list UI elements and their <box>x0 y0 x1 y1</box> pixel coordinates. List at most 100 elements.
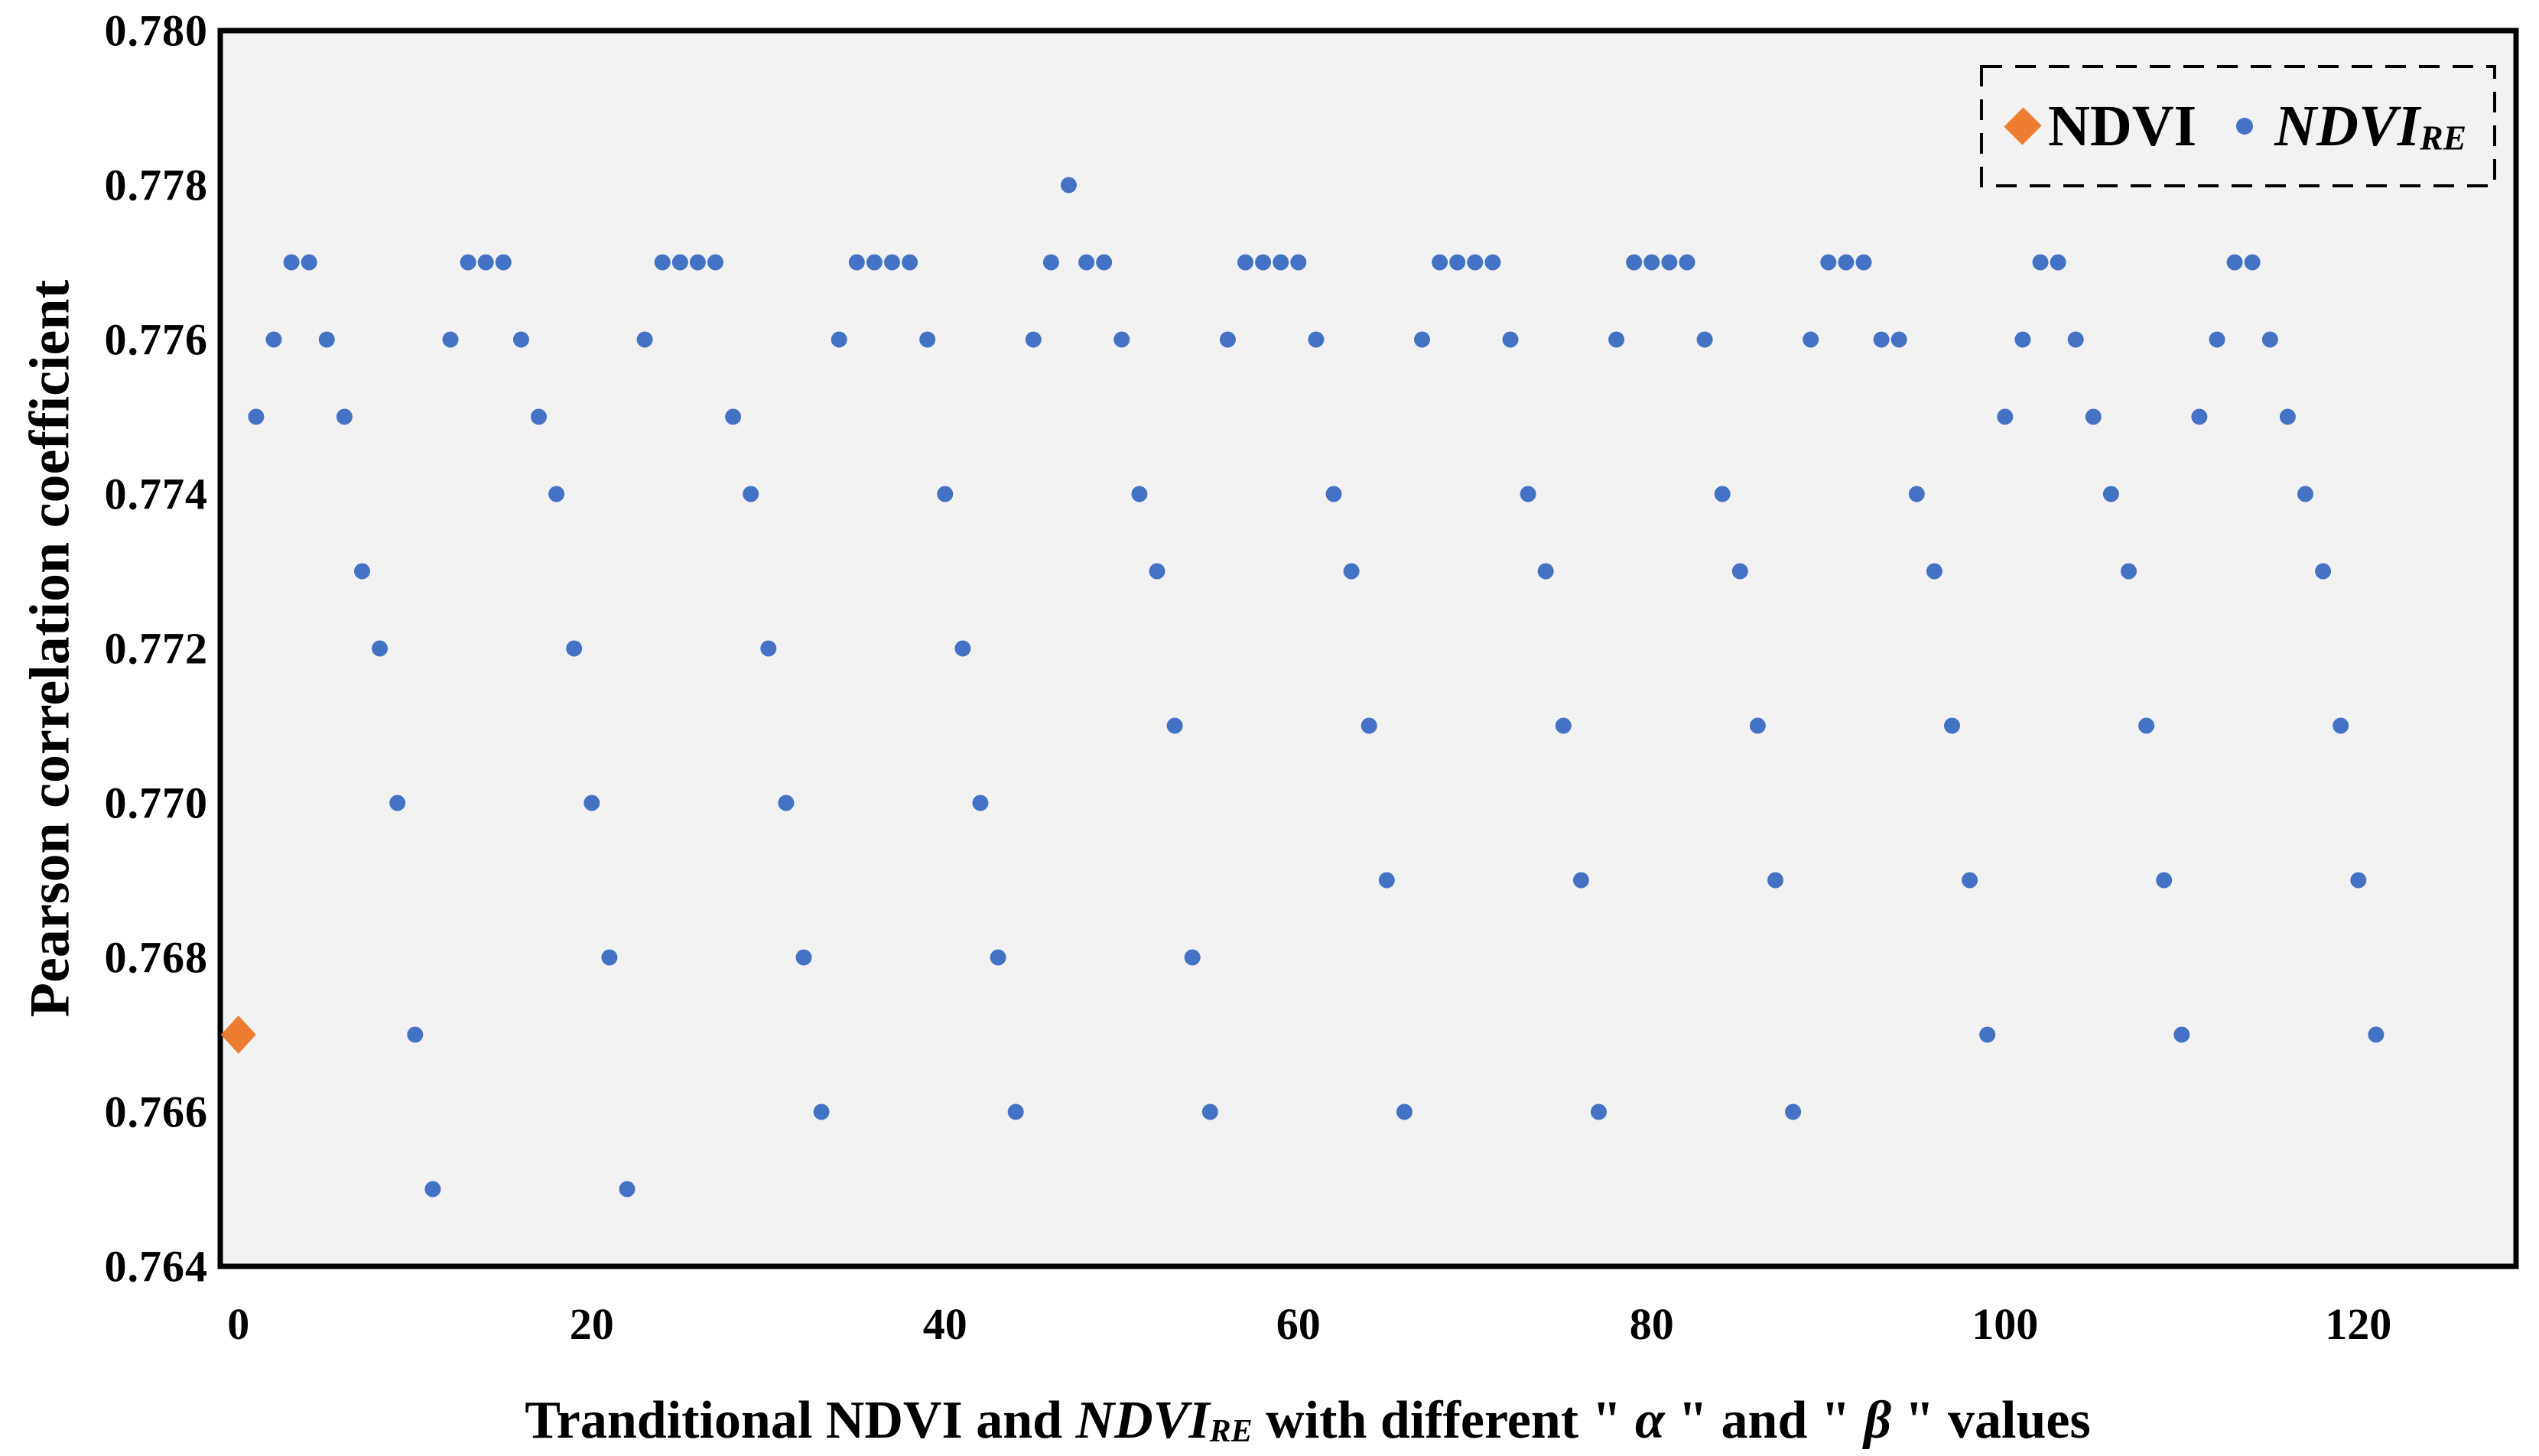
data-point-ndvire <box>1361 717 1377 734</box>
data-point-ndvire <box>2050 254 2066 271</box>
data-point-ndvire <box>1042 254 1059 271</box>
data-point-ndvire <box>1661 254 1678 271</box>
data-point-ndvire <box>1838 254 1855 271</box>
data-point-ndvire <box>566 640 583 657</box>
data-point-ndvire <box>318 331 335 348</box>
y-tick-label: 0.778 <box>104 160 208 210</box>
data-point-ndvire <box>1997 408 2014 425</box>
data-point-ndvire <box>1608 331 1625 348</box>
x-title-segment-beta: β <box>1864 1391 1892 1450</box>
legend-border <box>1980 65 2496 187</box>
data-point-ndvire <box>1979 1026 1996 1043</box>
data-point-ndvire <box>2315 563 2332 580</box>
data-point-ndvire <box>2138 717 2155 734</box>
data-point-ndvire <box>1696 331 1713 348</box>
x-title-segment: with different " <box>1252 1391 1635 1450</box>
legend-ndvi-diamond-icon <box>2004 107 2042 145</box>
x-title-segment-re-subscript: RE <box>1209 1414 1253 1450</box>
data-point-ndvire <box>954 640 971 657</box>
data-point-ndvire <box>1025 331 1042 348</box>
data-point-ndvire <box>1467 254 1484 271</box>
data-point-ndvire <box>372 640 388 657</box>
x-title-segment-ndvi: NDVI <box>1075 1391 1210 1450</box>
data-point-ndvire <box>937 486 954 502</box>
data-point-ndvire <box>1484 254 1501 271</box>
data-point-ndvire <box>743 486 759 502</box>
data-point-ndvire <box>2102 486 2119 502</box>
data-point-ndvire <box>619 1181 636 1198</box>
data-point-ndvire <box>1166 717 1183 734</box>
data-point-ndvire <box>301 254 317 271</box>
data-point-ndvire <box>1873 331 1890 348</box>
data-point-ndvire <box>1908 486 1925 502</box>
data-point-ndvire <box>1537 563 1554 580</box>
data-point-ndvire <box>548 486 565 502</box>
data-point-ndvire <box>1767 872 1783 889</box>
data-point-ndvire <box>2244 254 2261 271</box>
x-tick-label: 0 <box>227 1299 250 1349</box>
y-tick-label: 0.770 <box>104 778 208 828</box>
data-point-ndvire <box>671 254 688 271</box>
data-point-ndvire <box>407 1026 424 1043</box>
data-point-ndvire <box>1149 563 1165 580</box>
data-point-ndvire <box>2191 408 2208 425</box>
x-tick-label: 20 <box>569 1299 614 1349</box>
y-tick-label: 0.772 <box>104 623 208 674</box>
data-point-ndvire <box>336 408 353 425</box>
data-point-ndvire <box>1255 254 1272 271</box>
y-tick-label: 0.768 <box>104 932 208 983</box>
legend-label-ndvire-subscript: RE <box>2420 117 2467 157</box>
x-tick-label: 120 <box>2325 1299 2392 1349</box>
data-point-ndvire <box>2350 872 2367 889</box>
data-point-ndvire <box>1432 254 1448 271</box>
data-point-ndvire <box>2368 1026 2385 1043</box>
data-point-ndvire <box>1785 1103 1802 1120</box>
x-tick-label: 60 <box>1276 1299 1321 1349</box>
data-point-ndvire <box>1555 717 1572 734</box>
data-point-ndvire <box>813 1103 830 1120</box>
data-point-ndvire <box>1731 563 1748 580</box>
x-title-segment: " values <box>1891 1391 2091 1450</box>
x-axis-title: Tranditional NDVI and NDVIRE with differ… <box>525 1390 2090 1451</box>
data-point-ndvire <box>1749 717 1766 734</box>
data-point-ndvire <box>265 331 282 348</box>
data-point-ndvire <box>389 795 406 811</box>
data-point-ndvire <box>248 408 265 425</box>
x-tick-label: 100 <box>1972 1299 2039 1349</box>
y-tick-label: 0.776 <box>104 314 208 365</box>
data-point-ndvire <box>1890 331 1907 348</box>
legend-label-ndvire-main: NDVI <box>2274 93 2420 158</box>
data-point-ndvire <box>1926 563 1942 580</box>
data-point-ndvire <box>2279 408 2296 425</box>
x-title-segment: Tranditional NDVI and <box>525 1391 1076 1450</box>
data-point-ndvire <box>1061 177 1077 193</box>
x-title-segment-alpha: α <box>1634 1391 1665 1450</box>
legend: NDVI NDVIRE <box>1981 67 2495 186</box>
data-point-ndvire <box>2173 1026 2190 1043</box>
data-point-ndvire <box>1237 254 1253 271</box>
data-point-ndvire <box>636 331 653 348</box>
data-point-ndvire <box>848 254 865 271</box>
y-tick-label: 0.764 <box>104 1241 208 1292</box>
data-point-ndvire <box>1643 254 1660 271</box>
data-point-ndvire <box>1131 486 1148 502</box>
data-point-ndvire <box>1201 1103 1218 1120</box>
data-point-ndvire <box>1591 1103 1607 1120</box>
data-point-ndvire <box>1944 717 1960 734</box>
data-point-ndvire <box>1803 331 1819 348</box>
data-point-ndvire <box>725 408 742 425</box>
data-point-ndvire <box>2226 254 2243 271</box>
data-point-ndvire <box>1273 254 1289 271</box>
data-point-ndvire <box>2067 331 2084 348</box>
data-point-ndvire <box>1962 872 1978 889</box>
data-point-ndvire <box>2014 331 2031 348</box>
data-point-ndvire <box>512 331 529 348</box>
data-point-ndvire <box>689 254 706 271</box>
data-point-ndvire <box>760 640 777 657</box>
data-point-ndvire <box>1184 949 1201 966</box>
data-point-ndvire <box>1378 872 1395 889</box>
plot-area <box>217 28 2519 1269</box>
data-point-ndvi <box>220 1016 256 1054</box>
data-point-ndvire <box>1007 1103 1024 1120</box>
